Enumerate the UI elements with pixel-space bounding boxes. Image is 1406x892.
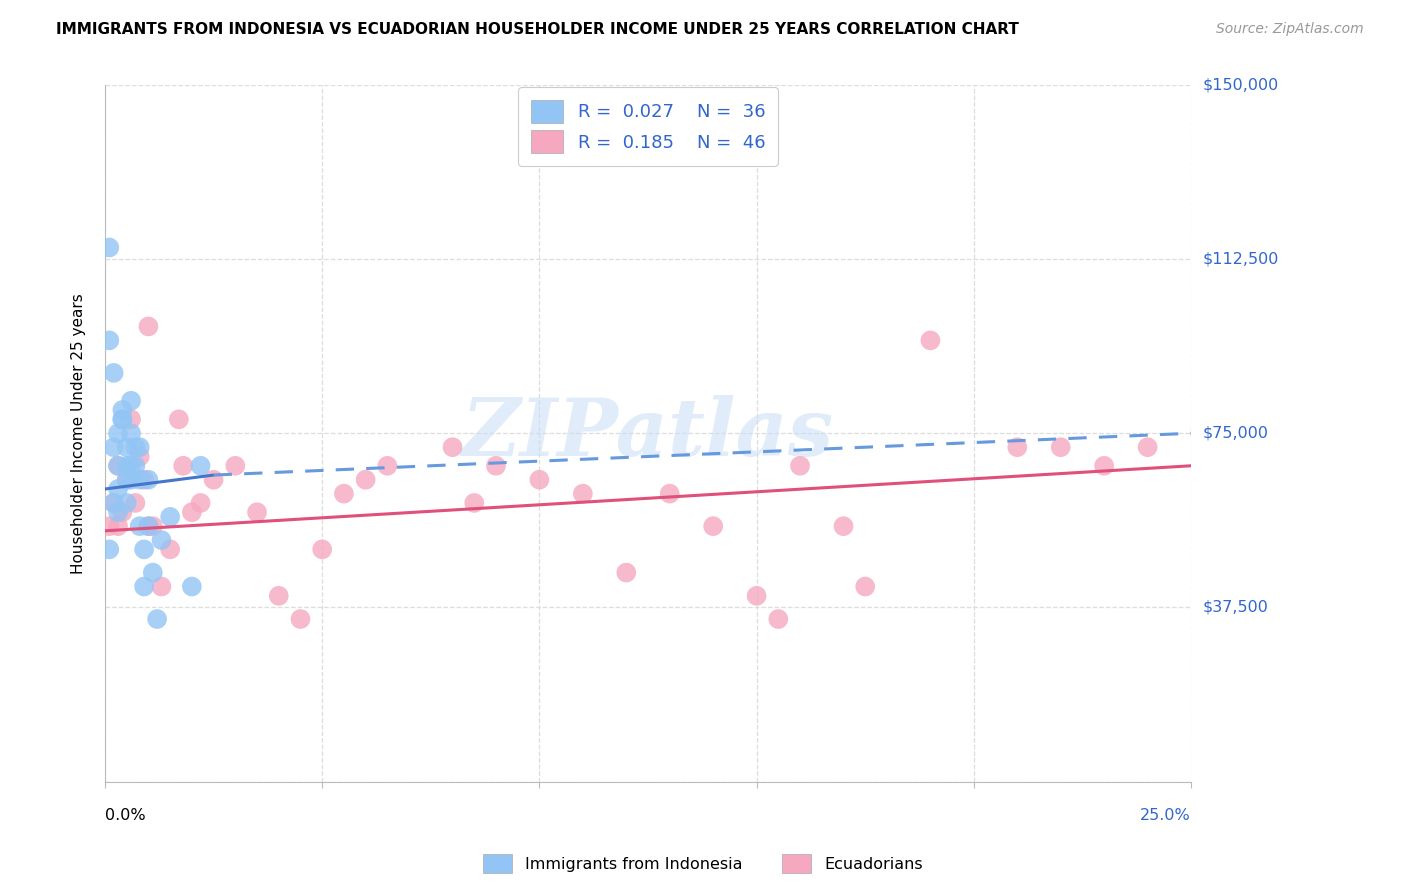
Legend: Immigrants from Indonesia, Ecuadorians: Immigrants from Indonesia, Ecuadorians	[477, 847, 929, 880]
Point	[111, 505, 134, 519]
Point	[115, 458, 138, 473]
Text: $37,500: $37,500	[1202, 600, 1268, 615]
Text: Source: ZipAtlas.com: Source: ZipAtlas.com	[1216, 22, 1364, 37]
Point	[107, 505, 129, 519]
Text: 0.0%: 0.0%	[105, 808, 146, 823]
Point	[98, 240, 121, 254]
Point	[138, 473, 160, 487]
Point	[120, 393, 142, 408]
Point	[107, 482, 129, 496]
Point	[150, 580, 173, 594]
Point	[745, 589, 768, 603]
Point	[120, 458, 142, 473]
Point	[115, 473, 138, 487]
Point	[572, 486, 595, 500]
Point	[463, 496, 485, 510]
Point	[333, 486, 356, 500]
Legend: R =  0.027    N =  36, R =  0.185    N =  46: R = 0.027 N = 36, R = 0.185 N = 46	[517, 87, 778, 166]
Point	[190, 496, 212, 510]
Point	[167, 412, 190, 426]
Text: $75,000: $75,000	[1202, 425, 1268, 441]
Point	[132, 473, 155, 487]
Point	[103, 496, 125, 510]
Point	[224, 458, 246, 473]
Point	[146, 612, 169, 626]
Point	[485, 458, 508, 473]
Point	[202, 473, 225, 487]
Point	[290, 612, 312, 626]
Point	[702, 519, 724, 533]
Point	[120, 412, 142, 426]
Point	[128, 519, 150, 533]
Point	[377, 458, 399, 473]
Y-axis label: Householder Income Under 25 years: Householder Income Under 25 years	[72, 293, 86, 574]
Point	[832, 519, 855, 533]
Point	[138, 519, 160, 533]
Point	[128, 473, 150, 487]
Point	[142, 566, 165, 580]
Point	[103, 440, 125, 454]
Point	[1049, 440, 1071, 454]
Point	[107, 458, 129, 473]
Point	[267, 589, 290, 603]
Point	[128, 440, 150, 454]
Point	[98, 542, 121, 557]
Point	[1092, 458, 1115, 473]
Point	[107, 458, 129, 473]
Point	[132, 580, 155, 594]
Text: $112,500: $112,500	[1202, 252, 1278, 267]
Point	[1007, 440, 1029, 454]
Point	[190, 458, 212, 473]
Point	[1136, 440, 1159, 454]
Point	[658, 486, 681, 500]
Point	[120, 473, 142, 487]
Point	[111, 403, 134, 417]
Point	[311, 542, 333, 557]
Point	[150, 533, 173, 547]
Text: $150,000: $150,000	[1202, 78, 1278, 93]
Point	[614, 566, 637, 580]
Point	[107, 519, 129, 533]
Point	[529, 473, 551, 487]
Point	[441, 440, 464, 454]
Point	[853, 580, 876, 594]
Point	[132, 542, 155, 557]
Point	[920, 334, 942, 348]
Point	[142, 519, 165, 533]
Point	[120, 426, 142, 441]
Point	[172, 458, 194, 473]
Point	[103, 366, 125, 380]
Text: ZIPatlas: ZIPatlas	[463, 394, 834, 472]
Point	[124, 440, 146, 454]
Point	[107, 426, 129, 441]
Point	[98, 519, 121, 533]
Point	[354, 473, 377, 487]
Text: 25.0%: 25.0%	[1140, 808, 1191, 823]
Point	[98, 334, 121, 348]
Point	[124, 496, 146, 510]
Point	[138, 319, 160, 334]
Point	[180, 505, 202, 519]
Point	[159, 542, 181, 557]
Point	[124, 458, 146, 473]
Point	[115, 473, 138, 487]
Point	[246, 505, 269, 519]
Point	[103, 496, 125, 510]
Point	[159, 509, 181, 524]
Point	[111, 412, 134, 426]
Point	[115, 440, 138, 454]
Point	[111, 412, 134, 426]
Point	[128, 450, 150, 464]
Point	[115, 496, 138, 510]
Point	[768, 612, 790, 626]
Point	[138, 519, 160, 533]
Point	[180, 580, 202, 594]
Text: IMMIGRANTS FROM INDONESIA VS ECUADORIAN HOUSEHOLDER INCOME UNDER 25 YEARS CORREL: IMMIGRANTS FROM INDONESIA VS ECUADORIAN …	[56, 22, 1019, 37]
Point	[789, 458, 811, 473]
